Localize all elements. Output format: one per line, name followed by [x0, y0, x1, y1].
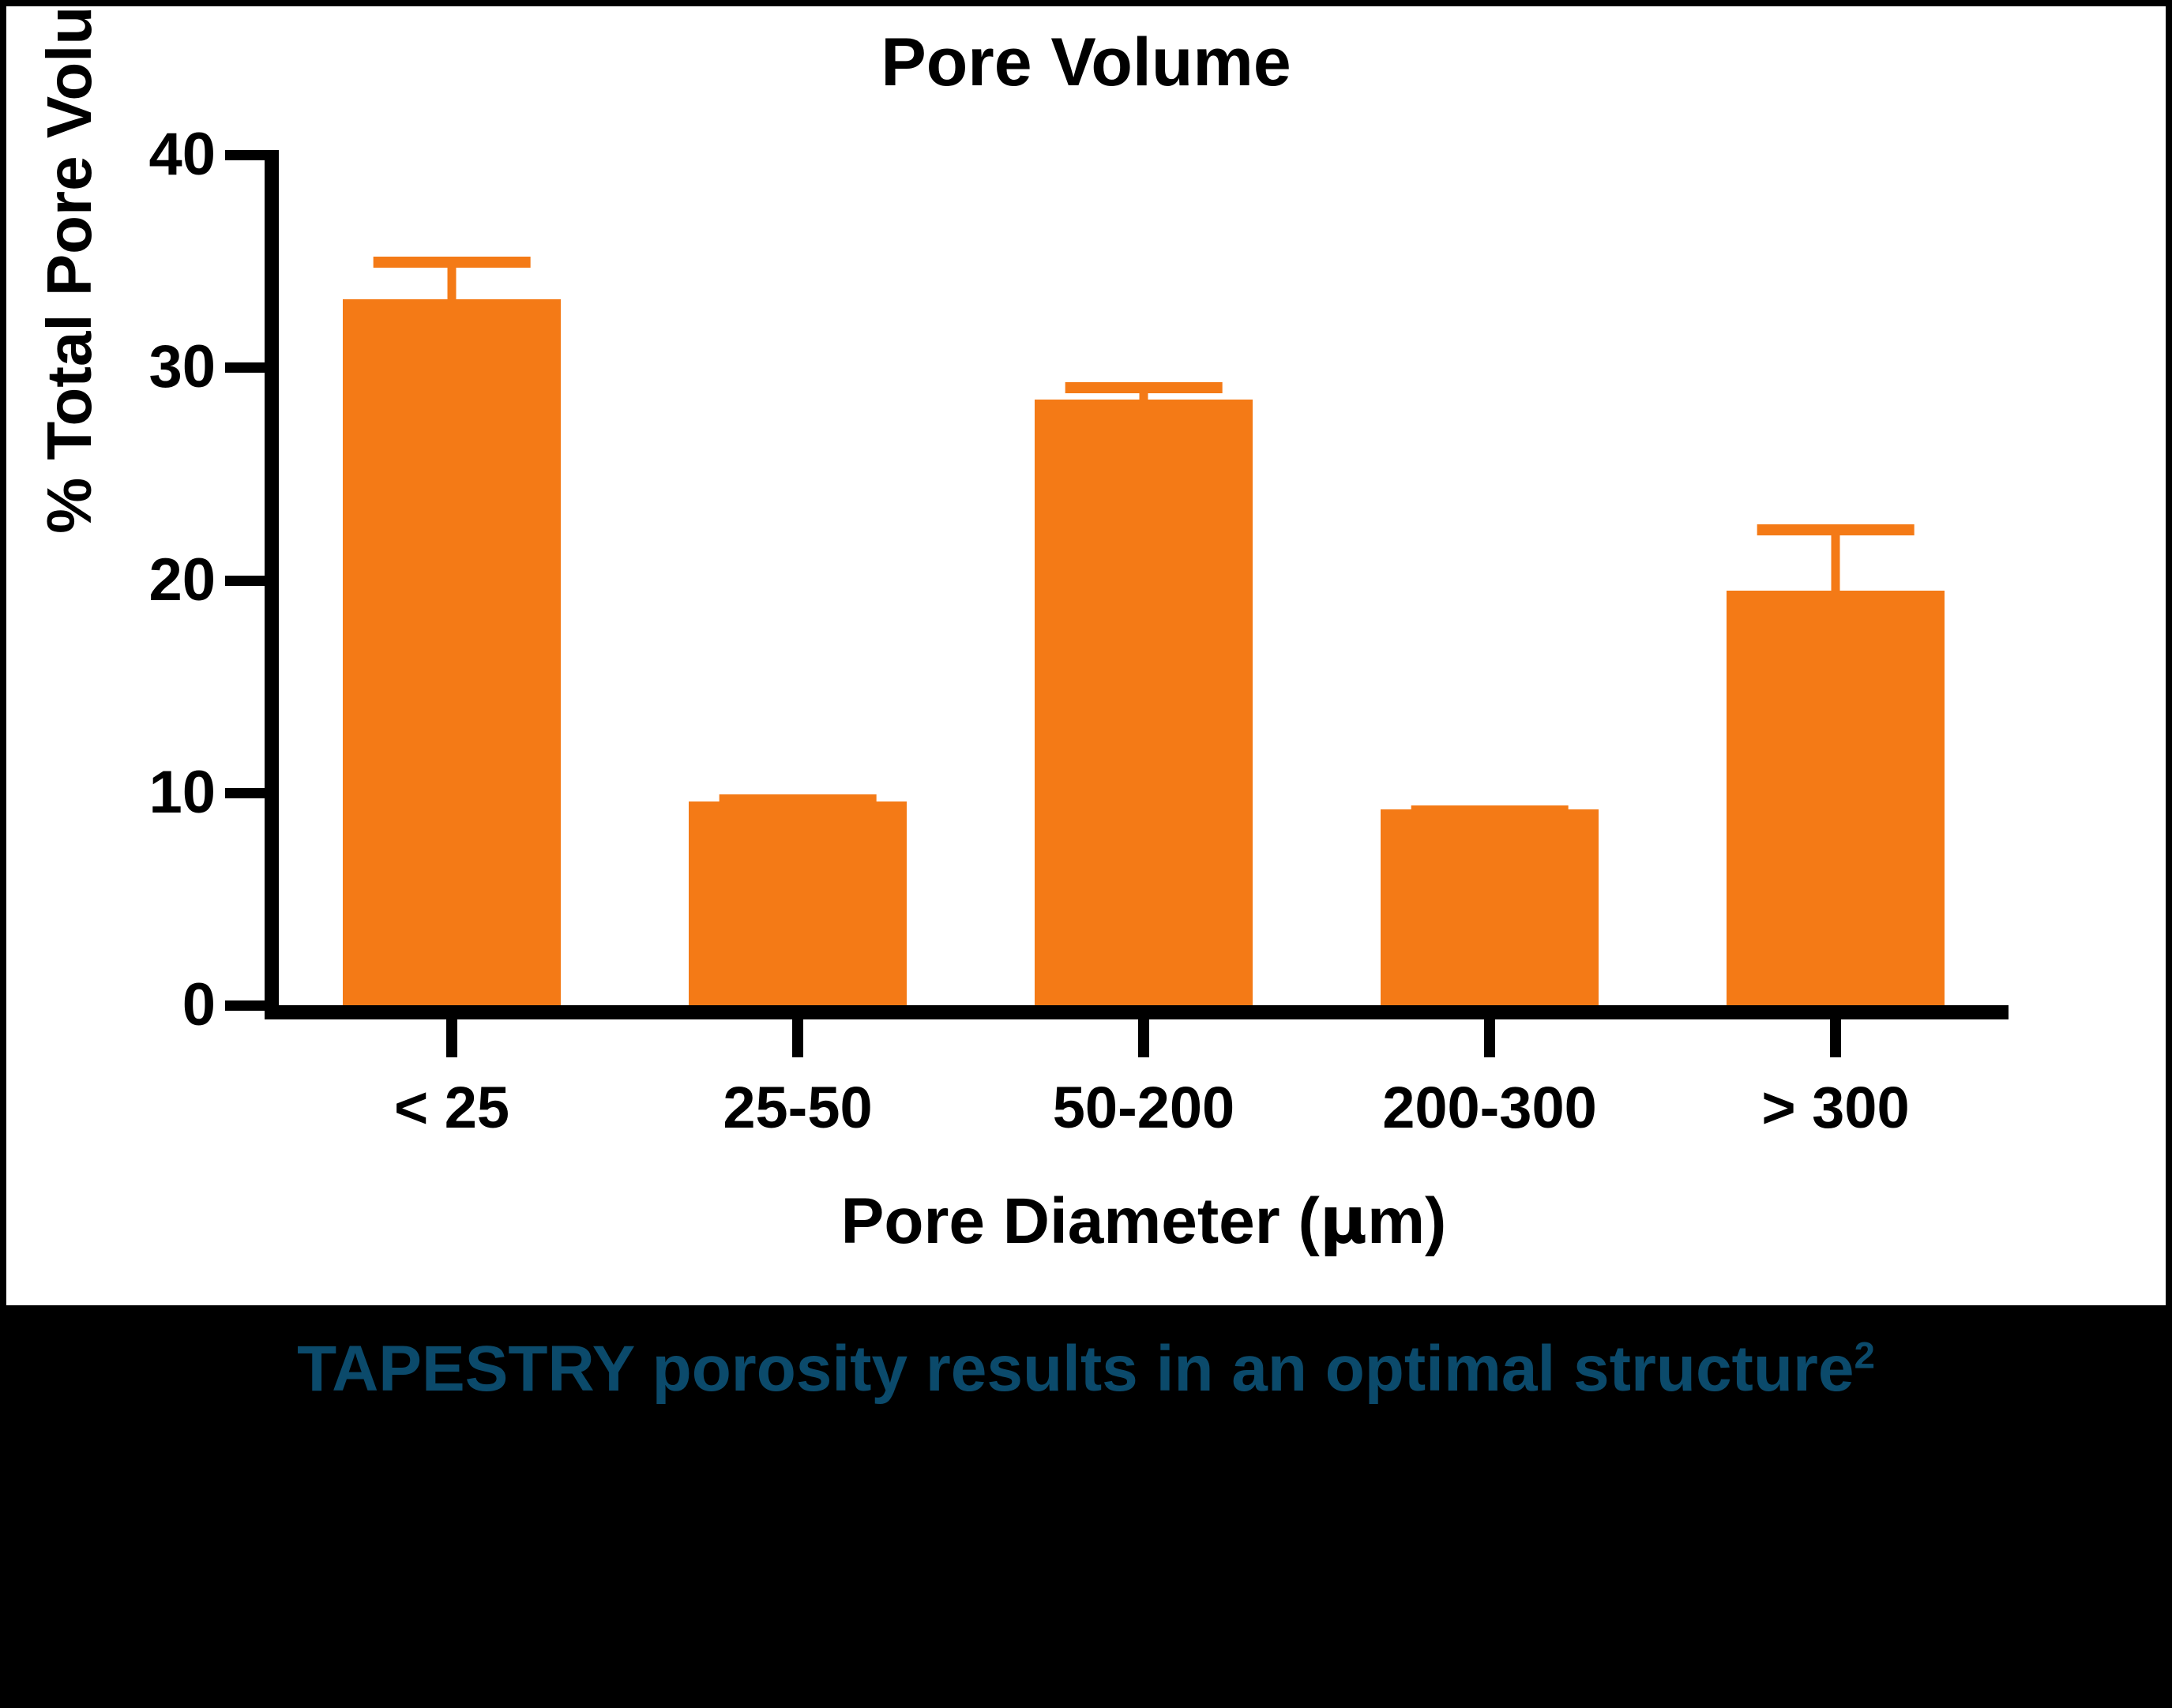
- error-bar-cap: [373, 257, 531, 268]
- error-bar-cap: [1757, 524, 1915, 536]
- error-bar-stem: [447, 257, 457, 300]
- x-axis-tick-label: > 300: [1761, 1075, 1910, 1140]
- bar: [1727, 590, 1945, 1005]
- mu-symbol: μ: [1319, 1184, 1368, 1259]
- y-axis-tick-label: 10: [148, 758, 216, 826]
- bar: [689, 801, 907, 1005]
- y-axis-tick-label: 30: [148, 333, 216, 401]
- x-axis-tick: [1138, 1019, 1149, 1057]
- error-bar-stem: [1831, 524, 1840, 591]
- y-axis-tick: [225, 787, 265, 798]
- y-axis-tick-label: 40: [148, 121, 216, 188]
- y-axis-tick: [225, 575, 265, 586]
- error-bar-cap: [1411, 805, 1569, 816]
- y-axis-tick-label: 0: [182, 971, 216, 1038]
- chart-panel: Pore Volume % Total Pore Volume 0 10 20 30 4…: [6, 0, 2166, 1305]
- bar: [1381, 809, 1599, 1005]
- x-axis-tick: [1484, 1019, 1495, 1057]
- plot-area: 0 10 20 30 40 < 25 25-50 50-200 200-300 > 300: [148, 125, 2009, 1137]
- x-axis-tick-label: < 25: [393, 1075, 510, 1140]
- y-axis-line: [265, 150, 279, 1010]
- x-axis-tick-label: 200-300: [1382, 1075, 1597, 1140]
- bar: [1035, 399, 1253, 1005]
- y-axis-tick-label: 20: [148, 546, 216, 614]
- caption-bar: TAPESTRY porosity results in an optimal …: [0, 1305, 2172, 1708]
- chart-title: Pore Volume: [881, 24, 1291, 100]
- bar: [343, 299, 561, 1005]
- x-axis-tick-label: 50-200: [1052, 1075, 1235, 1140]
- caption-superscript: 2: [1854, 1334, 1875, 1377]
- caption-text: TAPESTRY porosity results in an optimal …: [297, 1333, 1875, 1405]
- y-axis-tick: [225, 150, 265, 160]
- x-axis-tick-label: 25-50: [723, 1075, 873, 1140]
- x-axis-tick: [1830, 1019, 1841, 1057]
- y-axis-tick: [225, 362, 265, 374]
- error-bar-cap: [1065, 382, 1223, 394]
- x-axis-title: Pore Diameter (μm): [840, 1184, 1447, 1259]
- x-axis-line: [265, 1005, 2009, 1019]
- error-bar-cap: [719, 794, 877, 806]
- x-axis-tick: [446, 1019, 457, 1057]
- y-axis-tick: [225, 1000, 265, 1011]
- x-axis-tick: [792, 1019, 803, 1057]
